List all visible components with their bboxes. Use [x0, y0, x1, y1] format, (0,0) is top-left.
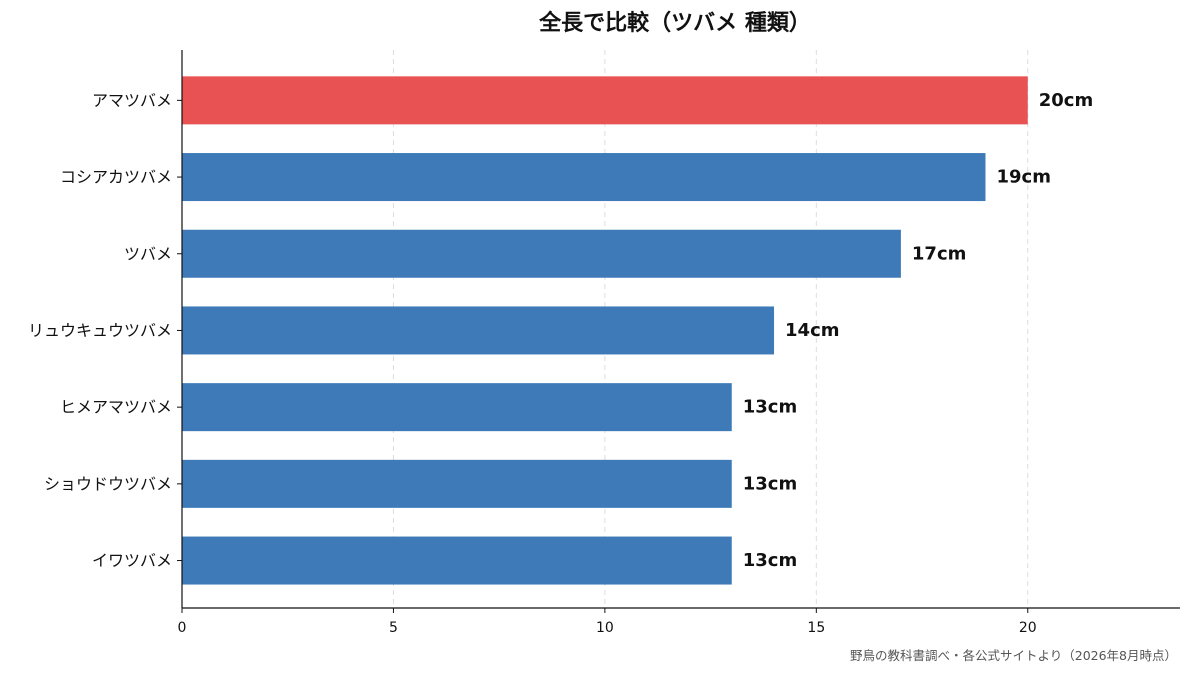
x-tick-label-1: 5	[389, 620, 398, 636]
chart-title: 全長で比較（ツバメ 種類）	[538, 10, 811, 36]
value-label-5: 13cm	[743, 473, 797, 494]
x-tick-label-4: 20	[1019, 620, 1037, 636]
axes	[177, 50, 1180, 613]
value-label-6: 13cm	[743, 550, 797, 571]
category-label-4: ヒメアマツバメ	[60, 398, 172, 417]
bar-4	[182, 383, 732, 432]
category-label-0: アマツバメ	[92, 91, 172, 110]
bars	[182, 76, 1028, 585]
bar-3	[182, 306, 775, 355]
category-label-1: コシアカツバメ	[60, 168, 172, 187]
bar-2	[182, 229, 901, 278]
bar-6	[182, 536, 732, 585]
value-label-0: 20cm	[1039, 90, 1093, 111]
x-tick-label-2: 10	[596, 620, 614, 636]
bar-1	[182, 153, 986, 202]
value-label-1: 19cm	[996, 167, 1050, 188]
labels: アマツバメ 20cm コシアカツバメ 19cm ツバメ 17cm リュウキュウツバメ 14cm…	[28, 90, 1093, 636]
bar-0	[182, 76, 1028, 125]
value-label-3: 14cm	[785, 320, 839, 341]
category-label-3: リュウキュウツバメ	[28, 321, 172, 340]
x-tick-label-3: 15	[807, 620, 825, 636]
category-label-2: ツバメ	[124, 244, 172, 263]
value-label-4: 13cm	[743, 397, 797, 418]
source-note: 野鳥の教科書調べ・各公式サイトより（2026年8月時点）	[850, 648, 1177, 663]
category-label-6: イワツバメ	[92, 551, 172, 570]
value-label-2: 17cm	[912, 243, 966, 264]
x-tick-label-0: 0	[178, 620, 187, 636]
bar-5	[182, 459, 732, 508]
category-label-5: ショウドウツバメ	[44, 474, 172, 493]
